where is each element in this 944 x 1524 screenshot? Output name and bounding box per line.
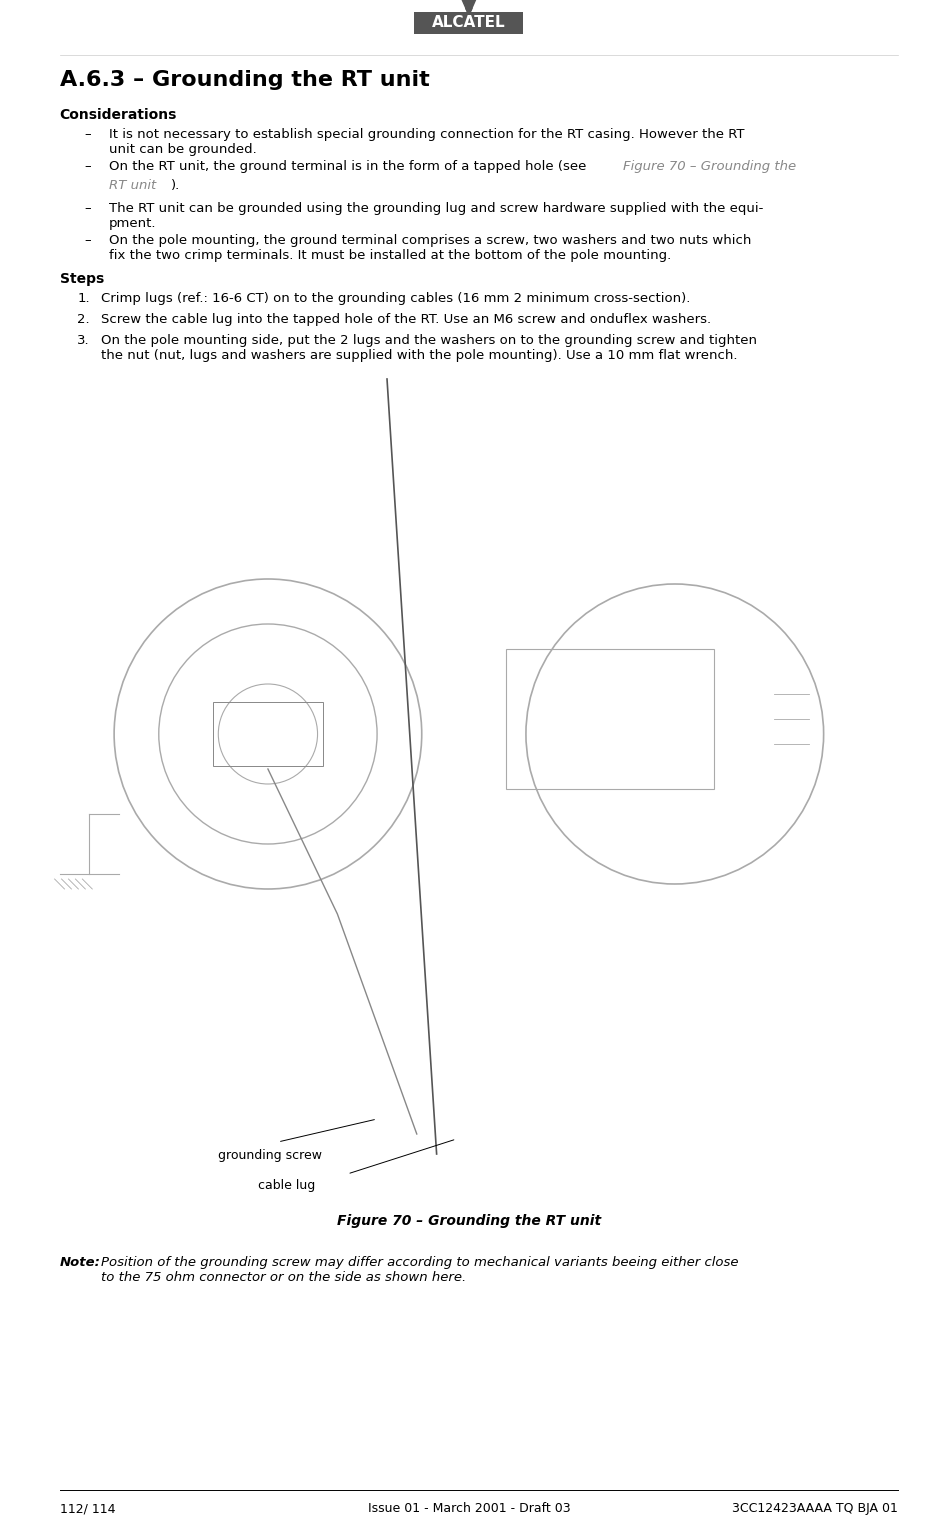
Polygon shape xyxy=(461,0,477,15)
Text: On the pole mounting side, put the 2 lugs and the washers on to the grounding sc: On the pole mounting side, put the 2 lug… xyxy=(101,334,756,363)
Text: 2.: 2. xyxy=(77,312,90,326)
Text: 1.: 1. xyxy=(77,293,90,305)
Text: –: – xyxy=(84,160,91,174)
Text: Considerations: Considerations xyxy=(59,108,177,122)
Text: A.6.3 – Grounding the RT unit: A.6.3 – Grounding the RT unit xyxy=(59,70,429,90)
Text: Note:: Note: xyxy=(59,1256,100,1269)
Text: On the RT unit, the ground terminal is in the form of a tapped hole (see: On the RT unit, the ground terminal is i… xyxy=(110,160,590,174)
Text: Figure 70 – Grounding the: Figure 70 – Grounding the xyxy=(622,160,796,174)
Text: It is not necessary to establish special grounding connection for the RT casing.: It is not necessary to establish special… xyxy=(110,128,744,155)
Text: 3.: 3. xyxy=(77,334,90,347)
Text: Crimp lugs (ref.: 16-6 CT) on to the grounding cables (16 mm 2 minimum cross-sec: Crimp lugs (ref.: 16-6 CT) on to the gro… xyxy=(101,293,690,305)
Text: Position of the grounding screw may differ according to mechanical variants beei: Position of the grounding screw may diff… xyxy=(101,1256,738,1285)
Text: –: – xyxy=(84,128,91,142)
Text: grounding screw: grounding screw xyxy=(218,1149,322,1161)
Text: Issue 01 - March 2001 - Draft 03: Issue 01 - March 2001 - Draft 03 xyxy=(367,1503,569,1515)
Text: RT unit: RT unit xyxy=(110,178,157,192)
Text: Figure 70 – Grounding the RT unit: Figure 70 – Grounding the RT unit xyxy=(336,1215,600,1228)
Text: ALCATEL: ALCATEL xyxy=(431,15,505,29)
Text: 3CC12423AAAA TQ BJA 01: 3CC12423AAAA TQ BJA 01 xyxy=(732,1503,897,1515)
Text: On the pole mounting, the ground terminal comprises a screw, two washers and two: On the pole mounting, the ground termina… xyxy=(110,235,750,262)
Text: –: – xyxy=(84,203,91,215)
Text: 112/ 114: 112/ 114 xyxy=(59,1503,115,1515)
Text: Screw the cable lug into the tapped hole of the RT. Use an M6 screw and onduflex: Screw the cable lug into the tapped hole… xyxy=(101,312,711,326)
FancyBboxPatch shape xyxy=(413,12,523,34)
Text: cable lug: cable lug xyxy=(258,1180,315,1192)
Text: –: – xyxy=(84,235,91,247)
Text: Steps: Steps xyxy=(59,271,104,287)
Text: The RT unit can be grounded using the grounding lug and screw hardware supplied : The RT unit can be grounded using the gr… xyxy=(110,203,763,230)
Text: ).: ). xyxy=(171,178,179,192)
